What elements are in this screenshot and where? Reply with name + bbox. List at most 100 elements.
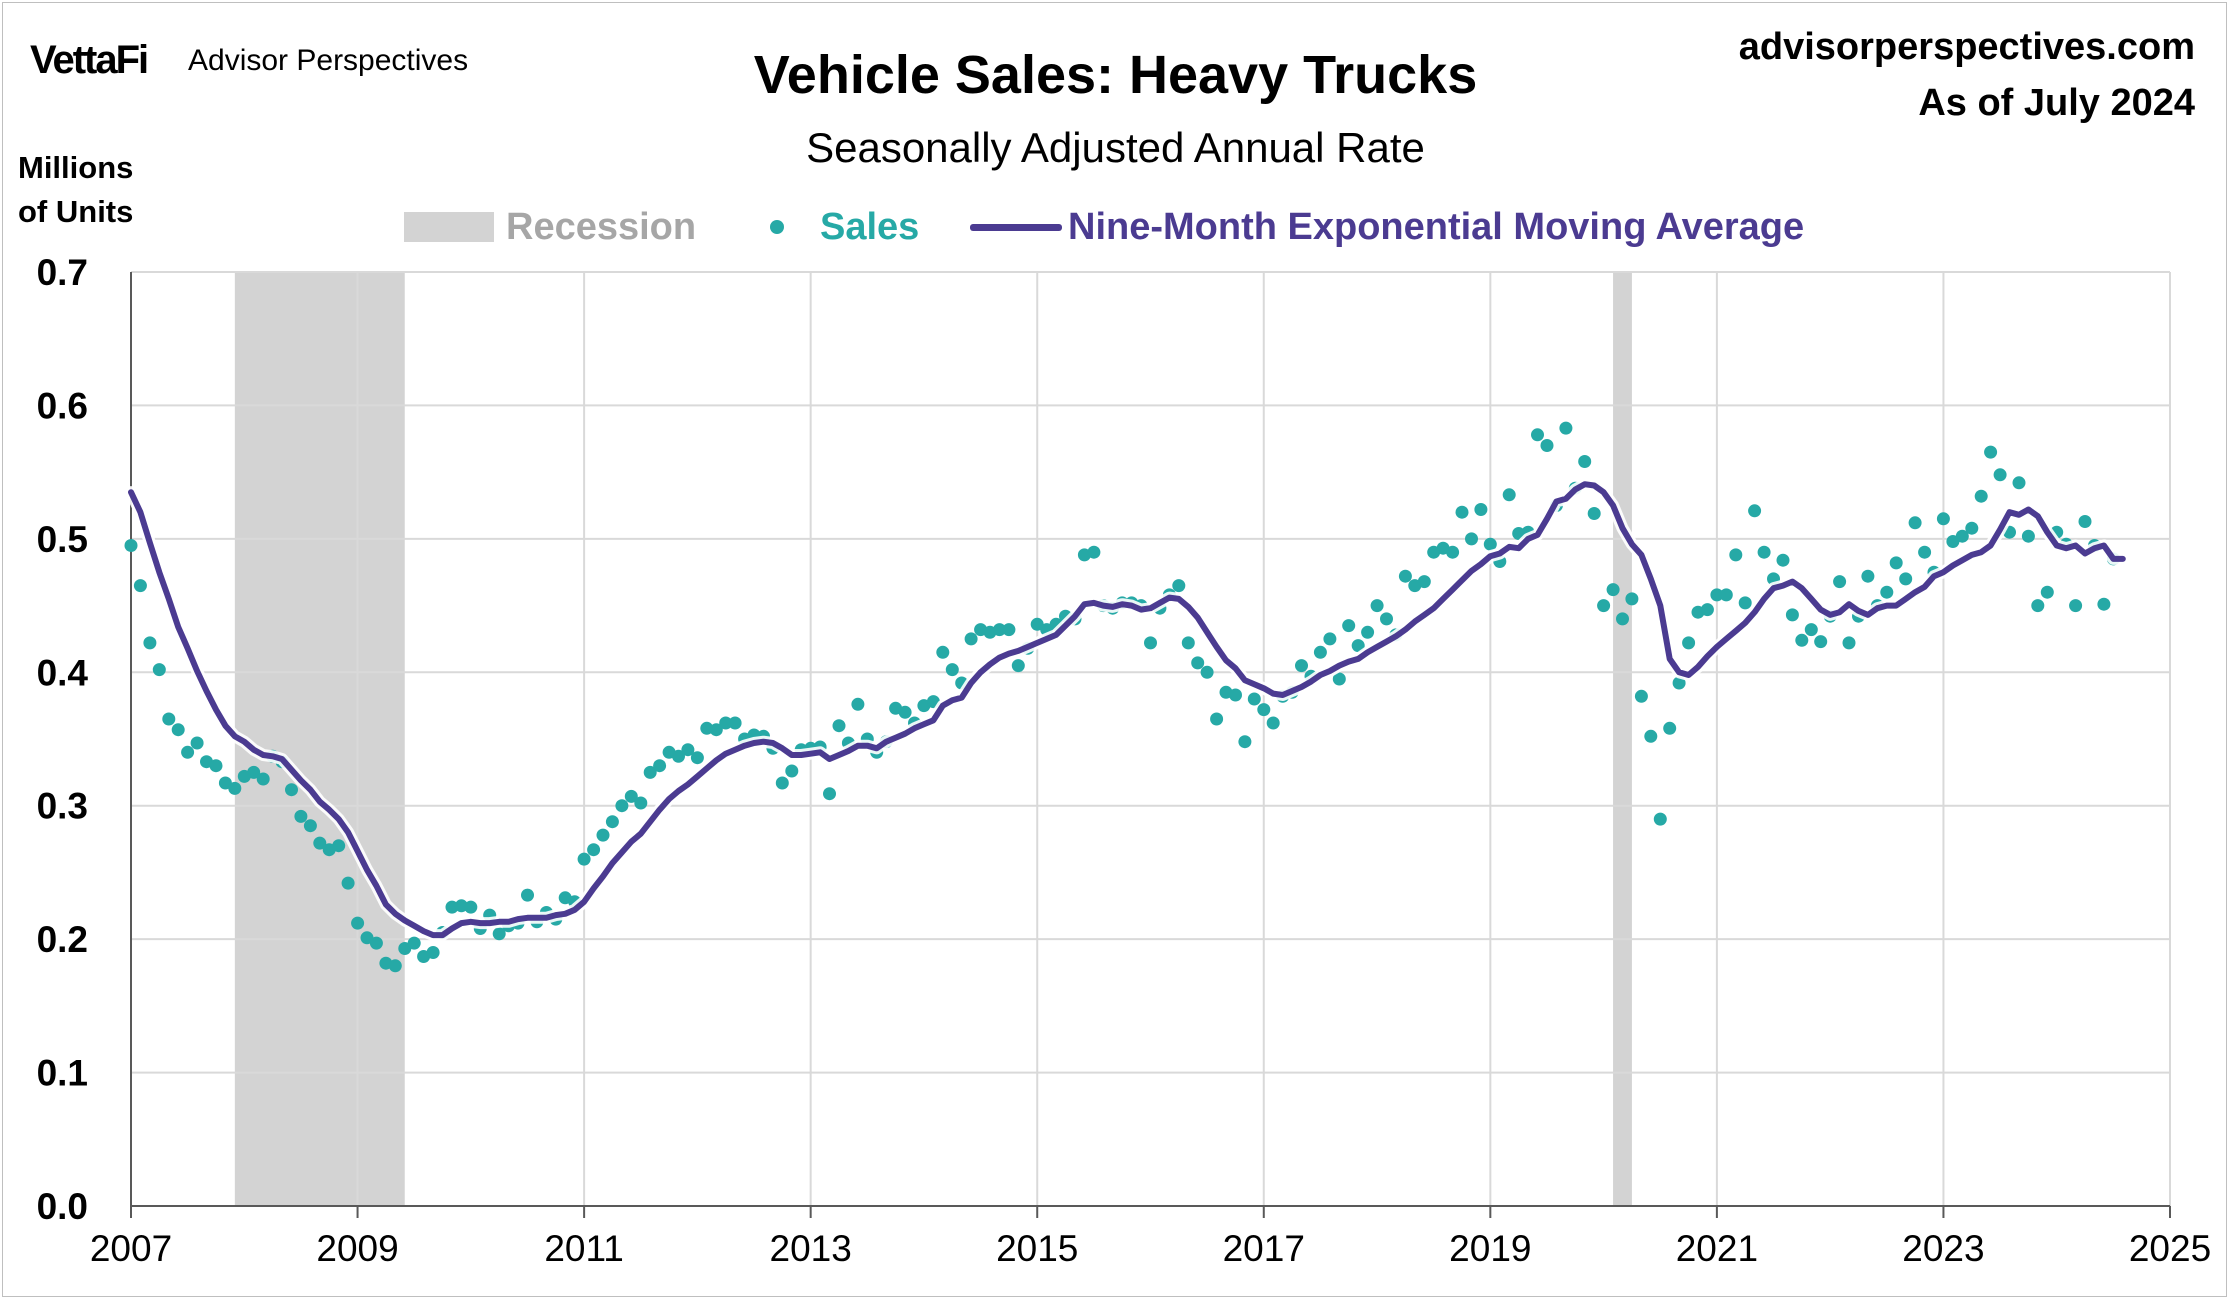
sales-point-160 xyxy=(1634,689,1648,703)
sales-point-155 xyxy=(1587,507,1601,520)
sales-point-126 xyxy=(1313,645,1327,659)
x-tick-label-9: 2025 xyxy=(2129,1228,2211,1269)
sales-point-87 xyxy=(945,663,959,677)
sales-point-137 xyxy=(1417,575,1431,589)
sales-point-135 xyxy=(1398,569,1412,583)
sales-point-201 xyxy=(2021,529,2035,543)
legend-sales-label: Sales xyxy=(820,205,920,248)
sales-point-178 xyxy=(1804,623,1818,637)
sales-point-19 xyxy=(303,819,317,833)
x-tick-label-5: 2017 xyxy=(1223,1228,1305,1269)
y-axis-label-line2: of Units xyxy=(18,194,134,229)
legend-sales: Sales xyxy=(770,202,919,252)
sales-point-10 xyxy=(218,776,232,790)
legend-recession-swatch xyxy=(404,212,494,242)
sales-point-152 xyxy=(1559,421,1573,435)
sales-point-170 xyxy=(1729,548,1743,562)
sales-point-175 xyxy=(1776,553,1790,567)
sales-point-5 xyxy=(171,723,185,737)
sales-point-64 xyxy=(728,716,742,730)
sales-point-177 xyxy=(1795,633,1809,647)
sales-point-141 xyxy=(1455,505,1469,519)
y-tick-label-7: 0.7 xyxy=(37,252,88,293)
sales-point-144 xyxy=(1483,537,1497,551)
ema-line-halo xyxy=(125,478,2129,942)
sales-point-179 xyxy=(1814,635,1828,649)
sales-point-54 xyxy=(634,796,648,810)
sales-point-140 xyxy=(1446,545,1460,559)
sales-point-24 xyxy=(351,916,365,930)
sales-point-124 xyxy=(1295,659,1308,673)
sales-point-187 xyxy=(1889,556,1903,570)
sales-point-192 xyxy=(1936,512,1950,526)
sales-point-62 xyxy=(709,723,723,737)
sales-point-42 xyxy=(521,888,534,902)
sales-point-128 xyxy=(1332,672,1346,686)
sales-point-146 xyxy=(1502,488,1516,502)
sales-point-156 xyxy=(1597,599,1611,613)
legend-ema-line xyxy=(970,223,1062,231)
sales-point-115 xyxy=(1210,712,1224,726)
sales-point-55 xyxy=(643,765,657,779)
sales-point-11 xyxy=(228,781,242,795)
as-of-date: As of July 2024 xyxy=(1918,82,2195,124)
sales-point-154 xyxy=(1578,455,1592,468)
vettafi-logo: VettaFi xyxy=(30,38,149,82)
sales-point-196 xyxy=(1974,489,1988,503)
sales-point-130 xyxy=(1351,639,1365,653)
sales-point-149 xyxy=(1531,428,1544,442)
x-tick-label-2: 2011 xyxy=(544,1228,624,1269)
sales-point-121 xyxy=(1266,716,1280,730)
advisor-perspectives-logo-text: Advisor Perspectives xyxy=(188,44,469,77)
sales-point-89 xyxy=(964,632,978,646)
y-tick-label-0: 0.0 xyxy=(37,1186,88,1227)
sales-point-7 xyxy=(190,736,204,750)
sales-point-14 xyxy=(256,772,270,786)
sales-point-18 xyxy=(294,809,308,823)
sales-point-48 xyxy=(577,852,591,866)
sales-point-206 xyxy=(2069,599,2083,613)
sales-point-150 xyxy=(1540,439,1554,452)
sales-point-129 xyxy=(1342,619,1356,633)
sales-point-203 xyxy=(2040,585,2054,599)
site-url: advisorperspectives.com xyxy=(1738,26,2195,68)
sales-point-30 xyxy=(407,936,421,950)
sales-point-29 xyxy=(398,942,412,955)
sales-point-52 xyxy=(615,799,629,813)
sales-point-189 xyxy=(1908,516,1922,530)
sales-point-74 xyxy=(823,787,836,801)
sales-point-172 xyxy=(1748,504,1762,518)
sales-point-63 xyxy=(719,716,733,730)
x-tick-label-3: 2013 xyxy=(770,1228,852,1269)
sales-point-167 xyxy=(1700,603,1714,617)
sales-point-133 xyxy=(1380,612,1393,626)
legend-ema-label: Nine-Month Exponential Moving Average xyxy=(1068,205,1805,248)
sales-point-119 xyxy=(1247,692,1261,706)
chart-title: Vehicle Sales: Heavy Trucks xyxy=(753,45,1478,105)
sales-point-61 xyxy=(700,721,714,735)
sales-point-75 xyxy=(832,719,846,733)
y-axis-label: Millions of Units xyxy=(18,146,133,234)
sales-point-94 xyxy=(1011,659,1025,673)
sales-point-169 xyxy=(1719,588,1733,602)
legend-recession: Recession xyxy=(404,202,696,252)
sales-point-118 xyxy=(1238,735,1252,749)
sales-point-0 xyxy=(124,539,138,552)
sales-point-96 xyxy=(1030,617,1044,631)
sales-point-157 xyxy=(1606,583,1620,597)
y-axis-label-line1: Millions xyxy=(18,150,134,185)
sales-point-132 xyxy=(1370,599,1384,613)
sales-point-13 xyxy=(247,765,261,779)
sales-point-171 xyxy=(1738,596,1752,610)
sales-point-39 xyxy=(492,927,506,941)
sales-point-207 xyxy=(2078,515,2092,528)
sales-point-23 xyxy=(341,876,355,890)
sales-point-56 xyxy=(653,759,667,773)
sales-point-60 xyxy=(690,751,704,765)
sales-point-3 xyxy=(152,663,166,677)
y-tick-label-6: 0.6 xyxy=(37,385,88,426)
sales-point-70 xyxy=(785,764,799,778)
sales-point-173 xyxy=(1757,545,1771,559)
y-tick-label-2: 0.2 xyxy=(37,919,88,960)
sales-point-168 xyxy=(1710,588,1724,602)
